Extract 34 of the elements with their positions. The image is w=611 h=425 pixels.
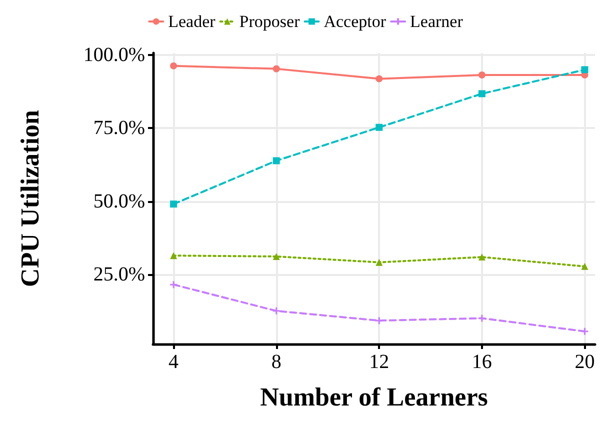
point [272,306,281,316]
x-tick-label: 4 [168,351,179,373]
x-tick-label: 16 [472,351,492,373]
x-tick-label: 20 [574,351,595,373]
legend-label: Learner [410,12,464,31]
x-axis-title: Number of Learners [260,382,488,412]
y-tick-label: 100.0% [83,44,145,66]
point [478,254,486,261]
point [376,258,383,266]
point [580,327,589,336]
y-tick-label: 25.0% [93,264,145,286]
point [272,65,280,72]
point [272,157,280,164]
point [478,71,486,78]
point [478,314,486,322]
y-tick-label: 75.0% [93,117,145,140]
point [272,252,280,260]
point [581,66,588,74]
y-tick-label: 50.0% [93,190,145,212]
point [170,252,178,260]
point [169,280,178,289]
point [376,124,383,131]
legend-label: Leader [168,12,216,31]
point [374,316,384,325]
x-tick-label: 12 [369,351,390,373]
y-axis-title: CPU Utilization [16,110,44,287]
point [376,75,383,82]
point [478,90,486,98]
point [581,262,588,270]
point [170,62,178,70]
point [170,200,178,208]
legend-label: Proposer [239,12,300,31]
legend-label: Acceptor [324,12,386,31]
x-tick-label: 8 [271,351,282,373]
